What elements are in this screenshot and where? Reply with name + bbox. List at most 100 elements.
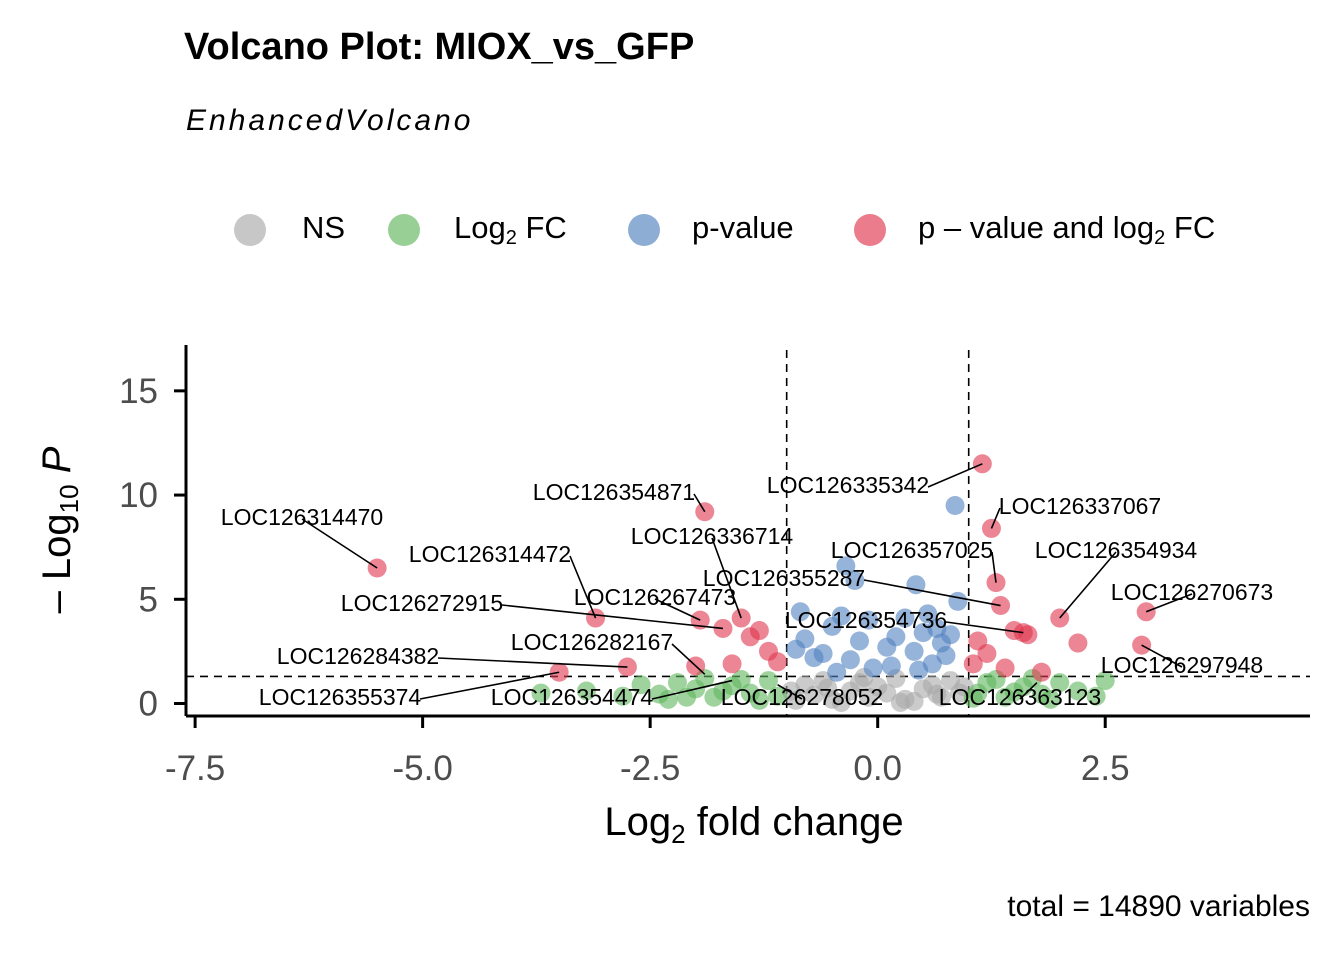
point-s1-24	[1068, 681, 1088, 701]
gene-label-9: LOC126354474	[491, 684, 654, 710]
point-s1-11	[768, 686, 788, 706]
point-s3-22	[1068, 633, 1088, 653]
point-s3-28	[1032, 662, 1052, 682]
gene-label-13: LOC126357025	[831, 537, 993, 563]
legend-label-ns: NS	[302, 210, 346, 245]
point-s1-2	[613, 686, 633, 706]
gene-label-5: LOC126354871	[533, 479, 695, 505]
point-s2-17	[804, 648, 824, 668]
x-tick-label-4: 2.5	[1081, 749, 1130, 788]
point-s0-18	[868, 677, 888, 697]
point-s3-27	[995, 658, 1015, 678]
y-tick-label-3: 15	[119, 372, 158, 411]
legend-dot-ns	[234, 214, 266, 246]
point-s0-16	[831, 692, 851, 712]
point-s3-9	[749, 621, 769, 641]
y-tick-label-0: 0	[139, 684, 158, 723]
label-connector-15	[1059, 551, 1117, 619]
gene-label-8: LOC126282167	[511, 629, 673, 655]
gene-label-3: LOC126284382	[277, 643, 439, 669]
label-connector-19	[1019, 682, 1038, 700]
gene-label-18: LOC126297948	[1101, 652, 1263, 678]
gene-label-17: LOC126354736	[785, 607, 947, 633]
legend-dot-log2fc	[388, 214, 420, 246]
point-s1-15	[749, 690, 769, 710]
point-s1-25	[1095, 671, 1115, 691]
point-s2-5	[849, 631, 869, 651]
label-connector-14	[863, 579, 1001, 607]
gene-label-2: LOC126272915	[341, 590, 503, 616]
label-connector-7	[654, 598, 701, 621]
point-s0-23	[927, 684, 947, 704]
x-tick-label-0: -7.5	[165, 749, 225, 788]
label-connector-16	[1145, 593, 1193, 613]
point-s0-17	[904, 691, 924, 711]
x-axis-title: Log2 fold change	[604, 800, 904, 849]
x-tick-label-1: -5.0	[392, 749, 452, 788]
point-s2-16	[786, 639, 806, 659]
label-connector-2	[501, 604, 724, 630]
label-connector-4	[419, 671, 560, 700]
point-s2-25	[881, 656, 901, 676]
point-s2-10	[904, 641, 924, 661]
point-s1-28	[1004, 682, 1024, 702]
point-s1-23	[1050, 673, 1070, 693]
point-s2-23	[790, 602, 810, 622]
label-connector-0	[301, 518, 378, 569]
point-s1-10	[758, 671, 778, 691]
label-connector-8	[671, 643, 706, 675]
gene-label-1: LOC126314472	[409, 541, 571, 567]
point-s2-26	[927, 618, 947, 638]
gene-label-6: LOC126336714	[631, 523, 794, 549]
point-s2-3	[831, 606, 851, 626]
label-connector-18	[1141, 644, 1183, 668]
point-s2-28	[827, 662, 847, 682]
gene-label-19: LOC126363123	[939, 684, 1101, 710]
point-s2-29	[918, 604, 938, 624]
gene-label-12: LOC126337067	[999, 493, 1161, 519]
y-axis-title: – Log10 P	[35, 446, 84, 614]
point-s0-22	[890, 692, 910, 712]
point-s2-20	[909, 660, 929, 680]
chart-title: Volcano Plot: MIOX_vs_GFP	[184, 26, 695, 68]
point-s1-30	[963, 688, 983, 708]
gene-label-10: LOC126278052	[721, 684, 883, 710]
point-s2-9	[895, 608, 915, 628]
point-s2-19	[845, 571, 865, 591]
label-connector-5	[693, 493, 706, 513]
gene-label-11: LOC126335342	[767, 472, 929, 498]
y-tick-label-1: 5	[139, 580, 158, 619]
point-s3-29	[963, 654, 983, 674]
legend-dot-pvalue	[628, 214, 660, 246]
gene-label-7: LOC126267473	[574, 584, 736, 610]
label-connector-12	[990, 507, 1001, 529]
label-connector-6	[711, 537, 742, 619]
legend-label-both: p – value and log2 FC	[918, 210, 1216, 249]
legend-label-pvalue: p-value	[692, 210, 794, 245]
legend-dot-both	[854, 214, 886, 246]
caption: total = 14890 variables	[1007, 890, 1310, 923]
point-s2-15	[948, 591, 968, 611]
point-s1-12	[731, 670, 751, 690]
label-connector-11	[927, 463, 983, 488]
point-s3-13	[722, 654, 742, 674]
point-s0-24	[818, 678, 838, 698]
point-s2-6	[859, 610, 879, 630]
label-connector-9	[651, 679, 733, 700]
point-s2-18	[836, 556, 856, 576]
gene-label-14: LOC126355287	[703, 565, 865, 591]
gene-label-16: LOC126270673	[1111, 579, 1273, 605]
gene-label-4: LOC126355374	[259, 684, 422, 710]
point-s2-27	[936, 646, 956, 666]
gene-label-15: LOC126354934	[1035, 537, 1198, 563]
point-s1-14	[658, 689, 678, 709]
label-connector-13	[991, 551, 997, 583]
point-s1-26	[1086, 686, 1106, 706]
point-s2-8	[886, 627, 906, 647]
y-tick-label-2: 10	[119, 476, 158, 515]
x-tick-label-2: -2.5	[620, 749, 680, 788]
point-s2-24	[863, 658, 883, 678]
point-s3-11	[768, 652, 788, 672]
label-connector-10	[777, 684, 803, 700]
